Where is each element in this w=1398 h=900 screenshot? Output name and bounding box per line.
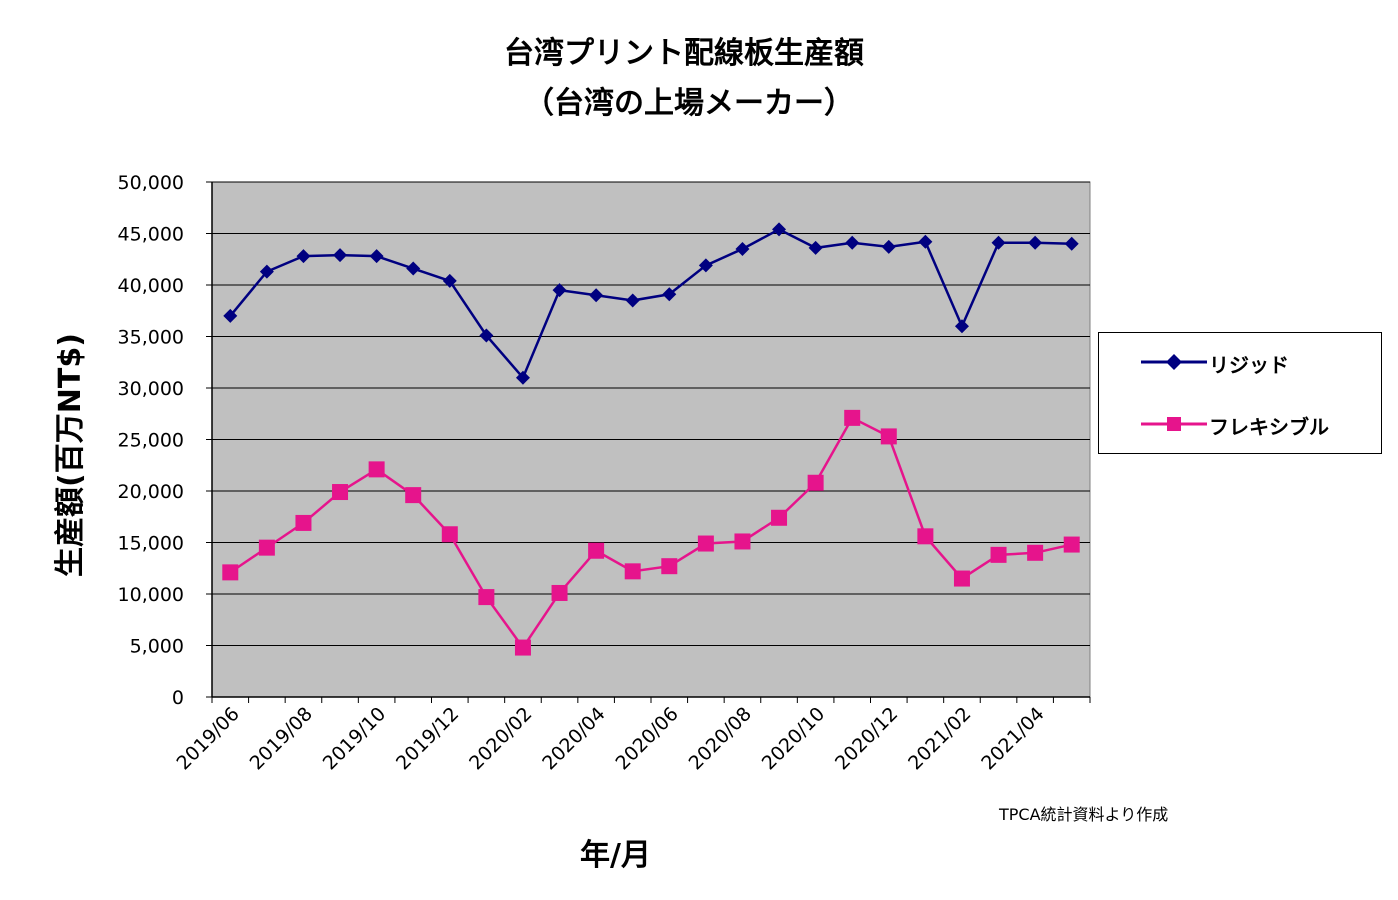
y-tick-label: 50,000 xyxy=(118,172,184,194)
x-tick-label: 2019/10 xyxy=(319,703,390,774)
data-point-rigid xyxy=(442,273,457,288)
data-point-rigid xyxy=(223,308,238,323)
data-point-flex xyxy=(697,535,714,552)
y-tick-label: 30,000 xyxy=(118,378,184,400)
data-point-rigid xyxy=(881,239,896,254)
data-point-rigid xyxy=(552,283,567,298)
data-point-rigid xyxy=(662,287,677,302)
legend-marker-rigid xyxy=(1141,354,1207,370)
data-point-rigid xyxy=(625,293,640,308)
data-point-rigid xyxy=(333,248,348,263)
x-tick-label: 2020/08 xyxy=(685,703,756,774)
legend-label-rigid: リジッド xyxy=(1209,353,1289,377)
legend: リジッド フレキシブル xyxy=(1098,332,1382,454)
data-point-rigid xyxy=(296,249,311,264)
x-tick-label: 2019/06 xyxy=(172,703,243,774)
chart-subtitle: （台湾の上場メーカー） xyxy=(524,86,854,121)
legend-item-flex: フレキシブル xyxy=(1099,409,1383,439)
source-note: TPCA統計資料より作成 xyxy=(999,805,1169,824)
data-point-rigid xyxy=(1028,235,1043,250)
data-point-flex xyxy=(1063,536,1080,553)
data-point-rigid xyxy=(1064,236,1079,251)
data-point-flex xyxy=(990,546,1007,563)
data-point-rigid xyxy=(918,234,933,249)
y-tick-label: 15,000 xyxy=(118,533,184,555)
y-tick-label: 45,000 xyxy=(118,224,184,246)
data-point-rigid xyxy=(808,240,823,255)
y-tick-label: 5,000 xyxy=(130,636,184,658)
legend-marker-flex xyxy=(1141,417,1207,431)
data-point-flex xyxy=(1027,544,1044,561)
data-point-rigid xyxy=(698,258,713,273)
data-point-flex xyxy=(953,570,970,587)
y-tick-label: 0 xyxy=(172,687,184,709)
data-point-flex xyxy=(807,474,824,491)
x-tick-label: 2020/06 xyxy=(611,703,682,774)
x-axis-label: 年/月 xyxy=(580,838,651,873)
data-point-flex xyxy=(588,542,605,559)
x-tick-label: 2021/04 xyxy=(977,703,1048,774)
data-point-rigid xyxy=(735,241,750,256)
data-point-rigid xyxy=(406,261,421,276)
y-tick-label: 25,000 xyxy=(118,430,184,452)
y-tick-label: 10,000 xyxy=(118,584,184,606)
data-point-flex xyxy=(332,484,349,501)
data-point-rigid xyxy=(369,249,384,264)
data-point-flex xyxy=(551,584,568,601)
data-point-flex xyxy=(295,514,312,531)
data-point-flex xyxy=(734,533,751,550)
data-point-rigid xyxy=(515,370,530,385)
data-point-flex xyxy=(661,558,678,575)
data-point-rigid xyxy=(845,235,860,250)
data-point-flex xyxy=(844,409,861,426)
data-point-flex xyxy=(368,461,385,478)
x-tick-label: 2020/04 xyxy=(538,703,609,774)
data-point-rigid xyxy=(991,235,1006,250)
data-point-flex xyxy=(917,528,934,545)
data-point-rigid xyxy=(954,319,969,334)
data-point-flex xyxy=(478,589,495,606)
x-tick-label: 2021/02 xyxy=(904,703,975,774)
y-tick-label: 40,000 xyxy=(118,275,184,297)
y-tick-label: 20,000 xyxy=(118,481,184,503)
legend-label-flex: フレキシブル xyxy=(1209,415,1329,439)
x-tick-label: 2019/12 xyxy=(392,703,463,774)
data-point-flex xyxy=(405,487,422,504)
data-point-flex xyxy=(771,509,788,526)
data-point-flex xyxy=(222,564,239,581)
x-tick-label: 2020/10 xyxy=(758,703,829,774)
data-point-rigid xyxy=(589,288,604,303)
y-tick-label: 35,000 xyxy=(118,327,184,349)
data-point-flex xyxy=(514,639,531,656)
data-point-flex xyxy=(258,539,275,556)
data-point-rigid xyxy=(772,222,787,237)
data-point-flex xyxy=(441,526,458,543)
x-tick-label: 2020/02 xyxy=(465,703,536,774)
legend-item-rigid: リジッド xyxy=(1099,347,1383,377)
x-tick-label: 2019/08 xyxy=(246,703,317,774)
data-point-flex xyxy=(624,563,641,580)
x-tick-label: 2020/12 xyxy=(831,703,902,774)
y-axis-label: 生産額(百万NT$) xyxy=(53,333,88,577)
data-point-rigid xyxy=(259,264,274,279)
data-point-rigid xyxy=(479,328,494,343)
chart-title: 台湾プリント配線板生産額 xyxy=(504,36,864,71)
data-point-flex xyxy=(880,428,897,445)
